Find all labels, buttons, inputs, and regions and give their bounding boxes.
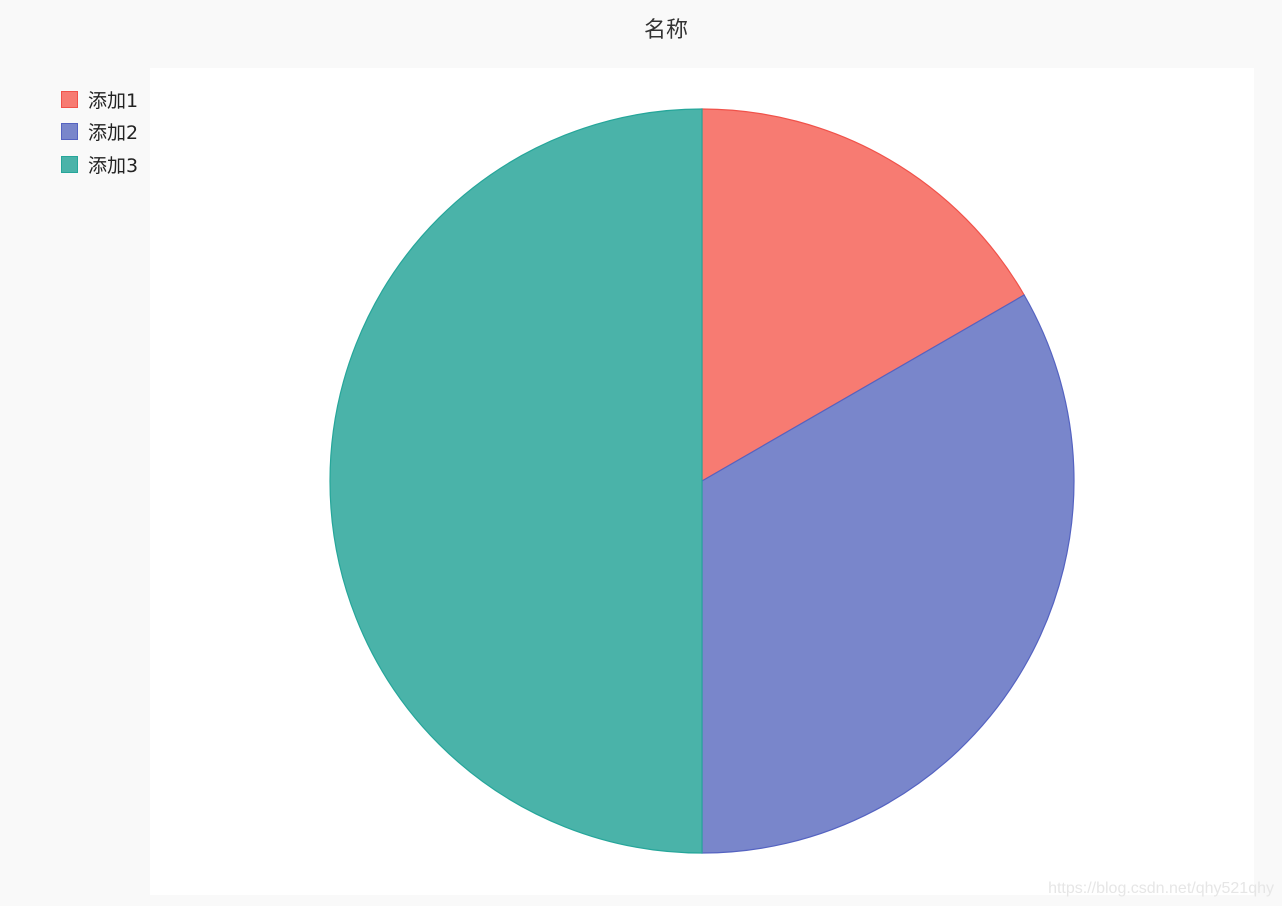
legend-swatch <box>61 90 78 108</box>
pie-slice-3[interactable] <box>329 108 703 854</box>
legend: 添加1 添加2 添加3 <box>61 83 138 181</box>
legend-label: 添加1 <box>88 89 139 112</box>
legend-swatch <box>61 155 78 173</box>
legend-swatch <box>61 123 78 141</box>
legend-label: 添加2 <box>88 122 139 145</box>
legend-item[interactable]: 添加2 <box>61 116 138 149</box>
legend-label: 添加3 <box>88 154 139 177</box>
pie-slice-2[interactable] <box>701 294 1075 854</box>
legend-item[interactable]: 添加1 <box>61 83 138 116</box>
chart-title: 名称 <box>643 18 688 43</box>
pie-slice-1[interactable] <box>701 108 1025 483</box>
legend-item[interactable]: 添加3 <box>61 148 138 181</box>
watermark: https://blog.csdn.net/qhy521qhy <box>1048 880 1274 897</box>
